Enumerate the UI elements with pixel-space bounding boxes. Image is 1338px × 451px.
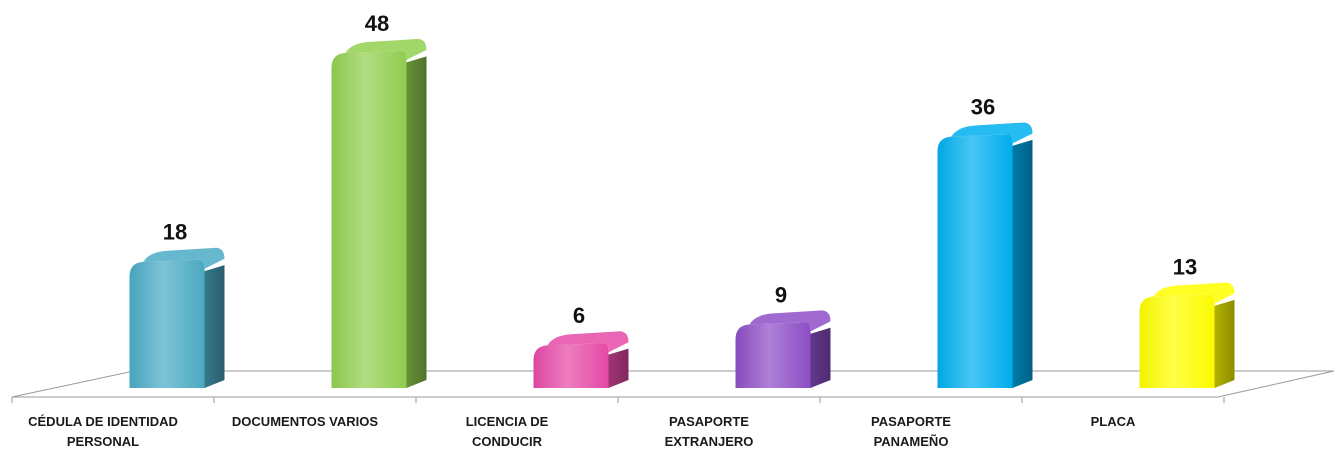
category-label-line: LICENCIA DE (466, 414, 549, 429)
value-label: 18 (163, 220, 187, 245)
category-label: PASAPORTE EXTRANJERO (665, 414, 754, 449)
bar-side (204, 265, 225, 388)
bar-top (749, 310, 831, 332)
data-labels: 18 48 6 9 36 13 (163, 11, 1197, 328)
value-label: 6 (573, 303, 585, 328)
bar-1 (331, 38, 427, 389)
category-label-line: PASAPORTE (871, 414, 951, 429)
bar-front (129, 259, 205, 388)
value-label: 48 (365, 11, 389, 36)
category-label-line: DOCUMENTOS VARIOS (232, 414, 378, 429)
bar-2 (533, 331, 629, 388)
bar-front (735, 322, 811, 388)
bar-side (1012, 139, 1033, 388)
category-label-line: CÉDULA DE IDENTIDAD (28, 414, 178, 429)
bar-top (1153, 282, 1235, 304)
category-label-line: PERSONAL (67, 434, 139, 449)
bar-front (1139, 294, 1215, 388)
bar-top (143, 247, 225, 269)
value-label: 36 (971, 94, 995, 119)
category-label: CÉDULA DE IDENTIDAD PERSONAL (28, 414, 178, 449)
bar-side (406, 56, 427, 388)
bar-3 (735, 310, 831, 388)
category-axis: CÉDULA DE IDENTIDAD PERSONAL DOCUMENTOS VA… (28, 414, 1136, 449)
category-label-line: EXTRANJERO (665, 434, 754, 449)
bar-side (810, 327, 831, 388)
bar-series (129, 38, 1235, 389)
value-label: 9 (775, 282, 787, 307)
value-label: 13 (1173, 255, 1197, 280)
category-label-line: PANAMEÑO (874, 434, 949, 449)
category-label-line: PASAPORTE (669, 414, 749, 429)
bar-side (608, 348, 629, 388)
bar-top (345, 38, 427, 60)
category-label: PASAPORTE PANAMEÑO (871, 414, 951, 449)
bar-0 (129, 247, 225, 388)
bar-front (937, 134, 1013, 388)
bar-top (951, 122, 1033, 144)
floor-plane (11, 370, 1335, 398)
bar-side (1214, 299, 1235, 388)
bar-front (533, 343, 609, 388)
category-label: DOCUMENTOS VARIOS (232, 414, 378, 429)
bar-5 (1139, 282, 1235, 388)
bar-front (331, 50, 407, 389)
bar-4 (937, 122, 1033, 388)
category-label-line: CONDUCIR (472, 434, 543, 449)
category-label: LICENCIA DE CONDUCIR (466, 414, 549, 449)
category-label-line: PLACA (1091, 414, 1136, 429)
bar-top (547, 331, 629, 353)
category-label: PLACA (1091, 414, 1136, 429)
chart-floor (11, 370, 1335, 403)
